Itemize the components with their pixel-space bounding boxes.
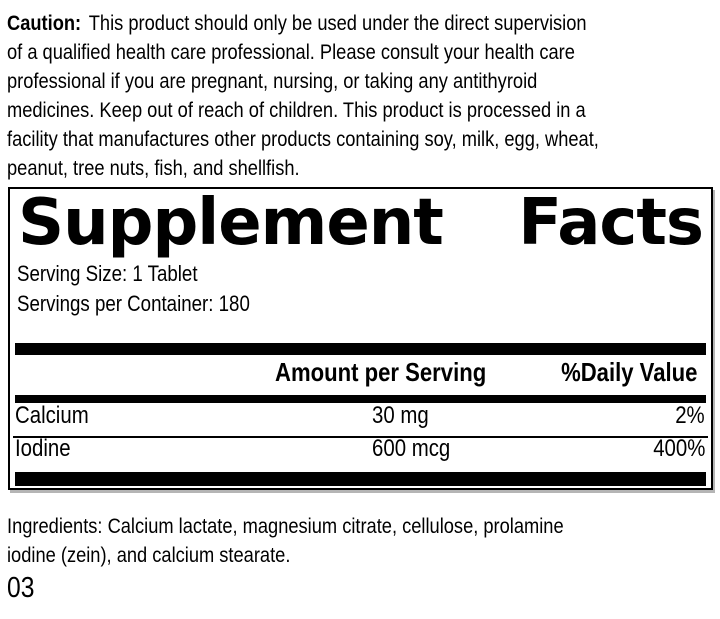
nutrient-name: Iodine bbox=[15, 435, 71, 462]
column-header-amount: Amount per Serving bbox=[275, 357, 487, 387]
nutrient-amount: 30 mg bbox=[372, 402, 429, 429]
product-code: 03 bbox=[7, 572, 720, 604]
panel-title: Supplement Facts bbox=[18, 186, 704, 260]
thick-divider-bottom bbox=[15, 472, 706, 486]
ingredients-text: Ingredients: Calcium lactate, magnesium … bbox=[7, 512, 720, 570]
supplement-facts-panel: Supplement Facts Serving Size: 1 Tablet … bbox=[8, 187, 713, 490]
title-word-facts: Facts bbox=[518, 186, 704, 260]
caution-intro: This product should only be used under t… bbox=[88, 11, 587, 35]
caution-line: medicines. Keep out of reach of children… bbox=[7, 98, 586, 122]
servings-per-container: Servings per Container: 180 bbox=[17, 291, 250, 316]
serving-info: Serving Size: 1 Tablet Servings per Cont… bbox=[17, 259, 711, 319]
caution-line: of a qualified health care professional.… bbox=[7, 40, 575, 64]
title-word-supplement: Supplement bbox=[18, 186, 444, 260]
header-divider bbox=[15, 395, 706, 403]
ingredients-line: iodine (zein), and calcium stearate. bbox=[7, 543, 291, 567]
nutrient-row-iodine: Iodine 600 mcg 400% bbox=[13, 435, 708, 469]
product-code-value: 03 bbox=[7, 572, 35, 604]
nutrient-row-calcium: Calcium 30 mg 2% bbox=[13, 402, 708, 438]
thick-divider-top bbox=[15, 343, 706, 355]
caution-line: professional if you are pregnant, nursin… bbox=[7, 69, 538, 93]
caution-line: peanut, tree nuts, fish, and shellfish. bbox=[7, 156, 300, 180]
caution-text: Caution: This product should only be used… bbox=[7, 9, 720, 183]
caution-label: Caution: bbox=[7, 11, 82, 35]
nutrient-name: Calcium bbox=[15, 402, 89, 429]
supplement-label: Caution: This product should only be used… bbox=[0, 9, 720, 619]
caution-line: facility that manufactures other product… bbox=[7, 127, 599, 151]
serving-size: Serving Size: 1 Tablet bbox=[17, 261, 198, 286]
table-header: Amount per Serving %Daily Value bbox=[10, 355, 711, 395]
nutrient-daily-value: 2% bbox=[675, 402, 705, 429]
nutrient-daily-value: 400% bbox=[652, 435, 705, 462]
column-header-daily-value: %Daily Value bbox=[560, 357, 697, 387]
ingredients-line: Ingredients: Calcium lactate, magnesium … bbox=[7, 514, 564, 538]
caution-line: Caution: This product should only be used… bbox=[7, 9, 613, 38]
nutrient-amount: 600 mcg bbox=[372, 435, 451, 462]
